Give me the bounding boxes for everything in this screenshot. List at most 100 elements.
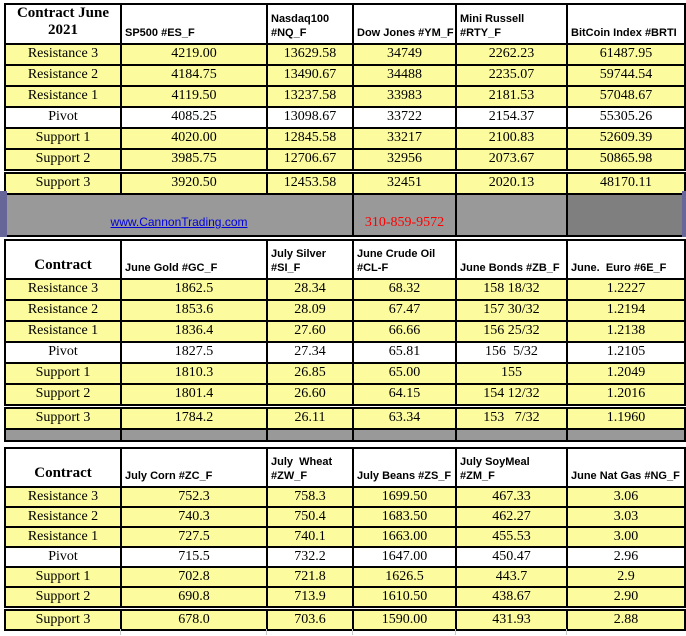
spacer-cell [456, 169, 567, 173]
value-cell: 2235.07 [455, 63, 568, 87]
value-cell: 3985.75 [120, 147, 268, 171]
value-cell: 713.9 [266, 585, 354, 608]
value-cell: 715.5 [120, 545, 268, 568]
purple-edge-strip-right [682, 191, 686, 237]
table-row: Resistance 1 1836.4 27.60 66.66 156 25/32 1.2… [4, 319, 686, 343]
table-row: Resistance 1 727.5 740.1 1663.00 455.53 3.00 [4, 525, 686, 548]
row-label: Resistance 1 [4, 525, 122, 548]
separator-cell [455, 429, 568, 442]
table-row: Support 3 678.0 703.6 1590.00 431.93 2.88 [4, 608, 686, 631]
value-cell: 2073.67 [455, 147, 568, 171]
row-label: Resistance 3 [4, 277, 122, 301]
value-cell: 2.9 [566, 565, 686, 588]
spacer-cell [353, 169, 456, 173]
pivot-table-stock-indices: Contract June 2021 SP500 #ES_F Nasdaq100 #… [4, 3, 686, 195]
column-header: June Gold #GC_F [120, 238, 268, 280]
value-cell: 690.8 [120, 585, 268, 608]
value-cell: 153 7/32 [455, 406, 568, 430]
spacer-cell [5, 606, 121, 610]
pivot-table-metals-energy-bonds: Contract June Gold #GC_F July Silver #SI_F… [4, 238, 686, 430]
value-cell: 26.60 [266, 382, 354, 406]
value-cell: 27.34 [266, 340, 354, 364]
row-label: Resistance 2 [4, 505, 122, 528]
separator-cell [266, 429, 354, 442]
spacer-cell [121, 404, 267, 408]
header-row: Contract June 2021 SP500 #ES_F Nasdaq100 #… [4, 3, 686, 45]
table-row: Support 3 1784.2 26.11 63.34 153 7/32 1.1960 [4, 406, 686, 430]
table-row: Pivot 715.5 732.2 1647.00 450.47 2.96 [4, 545, 686, 568]
gridline-tick [266, 629, 267, 635]
table-row: Resistance 2 4184.75 13490.67 34488 2235.07 5… [4, 63, 686, 87]
value-cell: 1.2105 [566, 340, 686, 364]
table-row: Resistance 1 4119.50 13237.58 33983 2181.53 5… [4, 84, 686, 108]
value-cell: 1801.4 [120, 382, 268, 406]
row-label: Resistance 2 [4, 63, 122, 87]
column-header: July Silver #SI_F [266, 238, 354, 280]
value-cell: 52609.39 [566, 126, 686, 150]
value-cell: 48170.11 [566, 171, 686, 195]
row-label: Support 1 [4, 361, 122, 385]
cannon-trading-link[interactable]: www.CannonTrading.com [110, 214, 248, 229]
separator-cell [566, 429, 686, 442]
spacer-cell [267, 404, 353, 408]
value-cell: 13629.58 [266, 42, 354, 66]
value-cell: 67.47 [352, 298, 457, 322]
row-label: Resistance 1 [4, 319, 122, 343]
value-cell: 28.34 [266, 277, 354, 301]
column-header: July Corn #ZC_F [120, 446, 268, 488]
table-separator [4, 429, 686, 442]
band-empty-cell [455, 194, 569, 237]
value-cell: 1.2227 [566, 277, 686, 301]
row-label: Support 2 [4, 147, 122, 171]
value-cell: 65.81 [352, 340, 457, 364]
column-header: July SoyMeal #ZM_F [455, 446, 568, 488]
value-cell: 4184.75 [120, 63, 268, 87]
value-cell: 68.32 [352, 277, 457, 301]
value-cell: 4119.50 [120, 84, 268, 108]
spacer-cell [267, 169, 353, 173]
value-cell: 155 [455, 361, 568, 385]
row-label: Pivot [4, 340, 122, 364]
value-cell: 64.15 [352, 382, 457, 406]
value-cell: 26.85 [266, 361, 354, 385]
row-label: Support 3 [4, 406, 122, 430]
spacer-cell [456, 606, 567, 610]
spacer-cell [567, 404, 685, 408]
value-cell: 1827.5 [120, 340, 268, 364]
value-cell: 33722 [352, 105, 457, 129]
separator-cell [120, 429, 268, 442]
table-row: Support 1 4020.00 12845.58 33217 2100.83 5260… [4, 126, 686, 150]
value-cell: 1647.00 [352, 545, 457, 568]
value-cell: 55305.26 [566, 105, 686, 129]
table-row: Resistance 2 740.3 750.4 1683.50 462.27 3.03 [4, 505, 686, 528]
table-row: Pivot 1827.5 27.34 65.81 156 5/32 1.2105 [4, 340, 686, 364]
value-cell: 13490.67 [266, 63, 354, 87]
table-row: Support 1 702.8 721.8 1626.5 443.7 2.9 [4, 565, 686, 588]
table-row: Pivot 4085.25 13098.67 33722 2154.37 55305.26 [4, 105, 686, 129]
row-label: Support 2 [4, 382, 122, 406]
band-dark-cell [566, 194, 686, 237]
value-cell: 450.47 [455, 545, 568, 568]
value-cell: 27.60 [266, 319, 354, 343]
band-link-cell: www.CannonTrading.com [3, 194, 355, 237]
value-cell: 1.2049 [566, 361, 686, 385]
value-cell: 154 12/32 [455, 382, 568, 406]
value-cell: 1862.5 [120, 277, 268, 301]
value-cell: 33983 [352, 84, 457, 108]
value-cell: 438.67 [455, 585, 568, 608]
row-label: Support 1 [4, 565, 122, 588]
value-cell: 59744.54 [566, 63, 686, 87]
column-header: June. Euro #6E_F [566, 238, 686, 280]
value-cell: 1784.2 [120, 406, 268, 430]
spacer-cell [567, 169, 685, 173]
gridline-tick [566, 629, 567, 635]
value-cell: 2154.37 [455, 105, 568, 129]
value-cell: 721.8 [266, 565, 354, 588]
value-cell: 156 5/32 [455, 340, 568, 364]
column-header: June Bonds #ZB_F [455, 238, 568, 280]
report-sheet: Contract June 2021 SP500 #ES_F Nasdaq100 #… [3, 3, 686, 631]
spacer-cell [456, 404, 567, 408]
value-cell: 1610.50 [352, 585, 457, 608]
value-cell: 4020.00 [120, 126, 268, 150]
